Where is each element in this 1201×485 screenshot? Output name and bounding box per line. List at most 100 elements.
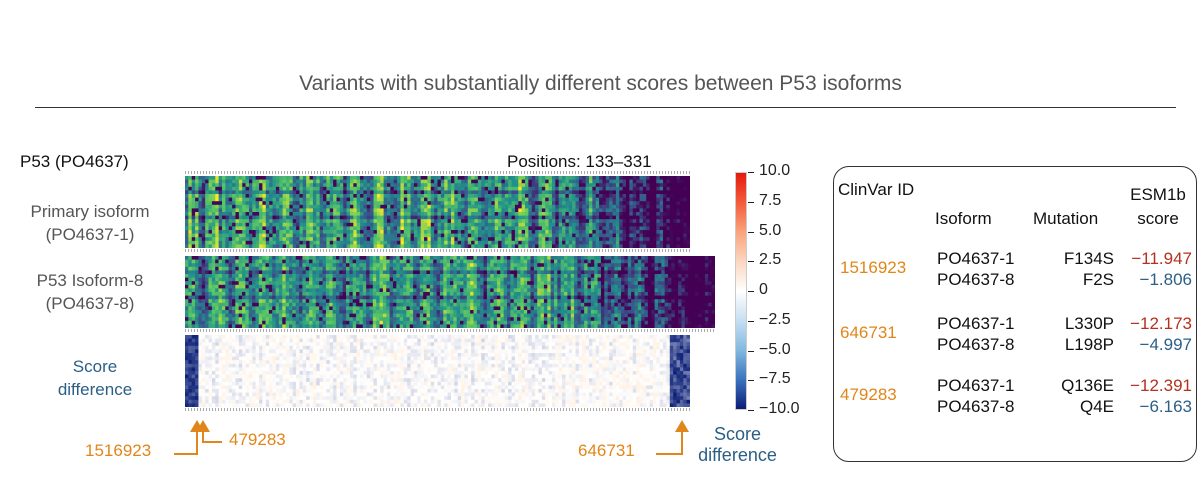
heatmap-cell	[525, 194, 529, 199]
heatmap-cell	[356, 266, 361, 271]
heatmap-cell	[275, 317, 280, 322]
heatmap-cell	[473, 277, 478, 282]
heatmap-cell	[419, 281, 424, 286]
heatmap-cell	[272, 299, 277, 304]
heatmap-cell	[545, 222, 550, 227]
heatmap-cell	[528, 186, 533, 191]
heatmap-cell	[595, 215, 600, 220]
heatmap-cell	[188, 194, 193, 199]
heatmap-cell	[245, 299, 250, 304]
heatmap-cell	[555, 233, 560, 238]
heatmap-cell	[491, 179, 496, 184]
heatmap-cell	[480, 256, 485, 261]
heatmap-cell	[289, 204, 294, 209]
heatmap-cell	[259, 186, 264, 191]
heatmap-cell	[218, 302, 223, 307]
heatmap-cell	[319, 292, 324, 297]
heatmap-cell	[514, 176, 519, 181]
heatmap-cell	[211, 288, 216, 293]
heatmap-cell	[500, 306, 505, 311]
heatmap-cell	[669, 233, 674, 238]
heatmap-cell	[269, 215, 274, 220]
heatmap-cell	[336, 197, 341, 202]
heatmap-cell	[437, 240, 442, 245]
heatmap-cell	[541, 194, 546, 199]
heatmap-cell	[255, 270, 260, 275]
heatmap-cell	[309, 222, 314, 227]
heatmap-cell	[225, 215, 230, 220]
heatmap-cell	[370, 233, 375, 238]
heatmap-cell	[470, 299, 475, 304]
heatmap-cell	[231, 256, 236, 261]
heatmap-cell	[390, 190, 395, 195]
heatmap-cell	[306, 194, 311, 199]
heatmap-cell	[646, 186, 651, 191]
heatmap-cell	[259, 183, 264, 188]
heatmap-cell	[259, 226, 264, 231]
heatmap-cell	[366, 320, 371, 325]
heatmap-cell	[416, 281, 421, 286]
heatmap-cell	[498, 176, 503, 181]
heatmap-cell	[255, 190, 260, 195]
heatmap-cell	[185, 306, 189, 311]
heatmap-cell	[242, 259, 246, 264]
heatmap-cell	[312, 201, 317, 206]
heatmap-cell	[486, 256, 491, 261]
heatmap-cell	[258, 292, 263, 297]
heatmap-cell	[450, 183, 455, 188]
heatmap-cell	[265, 194, 270, 199]
heatmap-cell	[659, 215, 664, 220]
heatmap-cell	[258, 306, 263, 311]
heatmap-cell	[507, 281, 511, 286]
heatmap-cell	[453, 263, 458, 268]
heatmap-cell	[486, 317, 491, 322]
heatmap-cell	[289, 190, 294, 195]
heatmap-cell	[252, 219, 257, 224]
heatmap-cell	[188, 176, 193, 181]
heatmap-cell	[437, 222, 442, 227]
heatmap-cell	[185, 201, 189, 206]
heatmap-cell	[612, 233, 617, 238]
heatmap-cell	[265, 219, 270, 224]
heatmap-cell	[376, 263, 381, 268]
heatmap-cell	[491, 208, 496, 213]
heatmap-cell	[215, 244, 220, 249]
heatmap-cell	[296, 186, 301, 191]
heatmap-cell	[639, 244, 644, 249]
heatmap-cell	[403, 277, 407, 282]
heatmap-cell	[420, 215, 425, 220]
heatmap-cell	[309, 292, 314, 297]
heatmap-cell	[288, 295, 293, 300]
heatmap-cell	[541, 179, 546, 184]
heatmap-cell	[232, 237, 237, 242]
heatmap-cell	[352, 270, 357, 275]
heatmap-cell	[332, 320, 337, 325]
heatmap-cell	[211, 244, 216, 249]
heatmap-cell	[319, 233, 324, 238]
heatmap-cell	[316, 244, 321, 249]
heatmap-cell	[511, 230, 516, 235]
heatmap-cell	[629, 190, 634, 195]
heatmap-cell	[434, 240, 439, 245]
heatmap-cell	[191, 277, 196, 282]
heatmap-cell	[453, 256, 458, 261]
heatmap-cell	[436, 263, 441, 268]
heatmap-cell	[195, 204, 200, 209]
heatmap-cell	[473, 302, 478, 307]
heatmap-cell	[275, 237, 280, 242]
heatmap-cell	[434, 204, 439, 209]
heatmap-cell	[639, 176, 644, 181]
heatmap-cell	[457, 240, 462, 245]
heatmap-cell	[309, 197, 314, 202]
heatmap-cell	[372, 263, 377, 268]
heatmap-cell	[503, 317, 508, 322]
heatmap-cell	[568, 179, 573, 184]
heatmap-cell	[302, 212, 307, 217]
heatmap-cell	[470, 274, 475, 279]
heatmap-cell	[289, 179, 294, 184]
heatmap-cell	[450, 179, 455, 184]
heatmap-cell	[396, 274, 401, 279]
heatmap-cell	[396, 324, 401, 329]
heatmap-cell	[521, 240, 526, 245]
heatmap-cell	[397, 230, 402, 235]
